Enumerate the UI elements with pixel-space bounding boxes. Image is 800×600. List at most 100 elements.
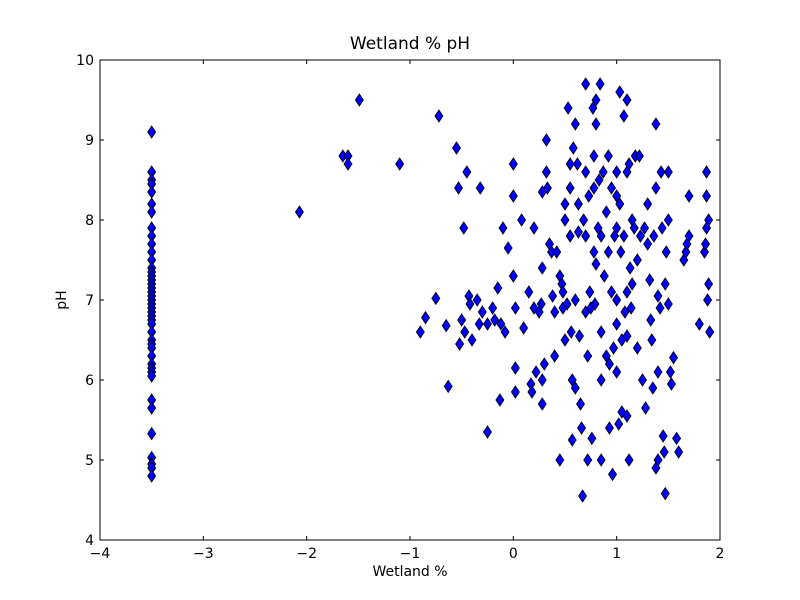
data-point xyxy=(657,221,667,235)
data-point xyxy=(615,197,625,211)
data-point xyxy=(524,285,534,299)
data-point xyxy=(503,241,513,255)
data-point xyxy=(531,365,541,379)
data-point xyxy=(560,213,570,227)
data-point xyxy=(635,229,645,243)
data-point xyxy=(488,301,498,315)
data-point xyxy=(395,157,405,171)
data-point xyxy=(462,165,472,179)
x-tick-label: 1 xyxy=(612,546,621,562)
data-point xyxy=(431,291,441,306)
data-point xyxy=(591,257,601,271)
data-point xyxy=(583,453,593,467)
data-point xyxy=(459,221,469,235)
data-point xyxy=(460,325,470,339)
data-point xyxy=(601,205,611,219)
data-point xyxy=(147,369,157,383)
data-point xyxy=(558,285,568,299)
data-point xyxy=(638,373,647,387)
data-point xyxy=(550,305,560,319)
data-point xyxy=(508,189,518,203)
data-point xyxy=(560,197,570,211)
x-tick-label: −2 xyxy=(296,546,317,562)
data-point xyxy=(648,381,658,395)
data-point xyxy=(622,409,632,423)
data-point xyxy=(614,417,624,431)
data-point xyxy=(565,229,575,243)
data-point xyxy=(663,297,673,311)
data-point xyxy=(454,181,464,195)
data-point xyxy=(596,373,606,387)
data-point xyxy=(663,165,673,179)
data-point xyxy=(477,305,487,319)
x-tick-label: −3 xyxy=(193,546,214,562)
data-point xyxy=(646,313,656,327)
data-point xyxy=(539,357,549,371)
data-point xyxy=(576,397,585,411)
data-point xyxy=(651,117,661,131)
data-point xyxy=(562,297,572,311)
y-axis-label: pH xyxy=(54,290,70,309)
data-point xyxy=(570,117,580,131)
data-point xyxy=(536,297,546,311)
data-point xyxy=(455,337,465,351)
data-point xyxy=(653,365,663,379)
data-point xyxy=(649,229,659,243)
data-point xyxy=(658,429,668,443)
data-point xyxy=(577,421,587,435)
data-point xyxy=(666,377,676,391)
data-point xyxy=(590,297,600,311)
data-point xyxy=(701,237,711,251)
data-point xyxy=(674,445,684,459)
data-point xyxy=(604,357,614,371)
data-point xyxy=(643,237,653,251)
data-point xyxy=(647,333,657,347)
data-point xyxy=(579,213,589,227)
data-point xyxy=(495,393,505,407)
data-point xyxy=(663,213,673,227)
data-point xyxy=(643,197,653,211)
data-point xyxy=(591,117,601,131)
y-tick-label: 4 xyxy=(85,533,94,549)
y-tick-label: 7 xyxy=(85,293,94,309)
data-point xyxy=(632,253,642,267)
y-tick-label: 10 xyxy=(76,53,94,69)
data-point xyxy=(609,341,619,355)
data-point xyxy=(566,325,576,339)
data-point xyxy=(542,181,552,195)
data-point xyxy=(626,301,636,315)
y-tick-label: 8 xyxy=(85,213,94,229)
data-point xyxy=(498,221,508,235)
data-point xyxy=(594,173,604,187)
y-tick-label: 6 xyxy=(85,373,94,389)
data-point xyxy=(656,165,666,179)
data-point xyxy=(415,325,425,339)
y-tick-label: 5 xyxy=(85,453,94,469)
data-point xyxy=(604,421,614,435)
data-point xyxy=(653,453,663,467)
data-point xyxy=(508,157,518,171)
data-point xyxy=(584,189,594,203)
data-point xyxy=(622,285,632,299)
data-point xyxy=(147,125,157,139)
data-point xyxy=(619,229,629,243)
data-point xyxy=(354,93,364,107)
data-point xyxy=(603,245,613,259)
data-point xyxy=(573,225,583,239)
data-point xyxy=(599,269,609,283)
data-point xyxy=(490,313,500,327)
data-point xyxy=(585,285,595,299)
data-point xyxy=(669,350,678,365)
data-point xyxy=(653,289,663,303)
data-point xyxy=(565,181,575,195)
data-point xyxy=(612,293,622,307)
data-point xyxy=(510,385,520,399)
data-point xyxy=(615,85,625,99)
data-point xyxy=(603,149,613,163)
data-point xyxy=(598,165,608,179)
data-point xyxy=(660,486,670,501)
data-point xyxy=(596,453,606,467)
data-point xyxy=(573,197,583,211)
data-point xyxy=(555,453,565,467)
